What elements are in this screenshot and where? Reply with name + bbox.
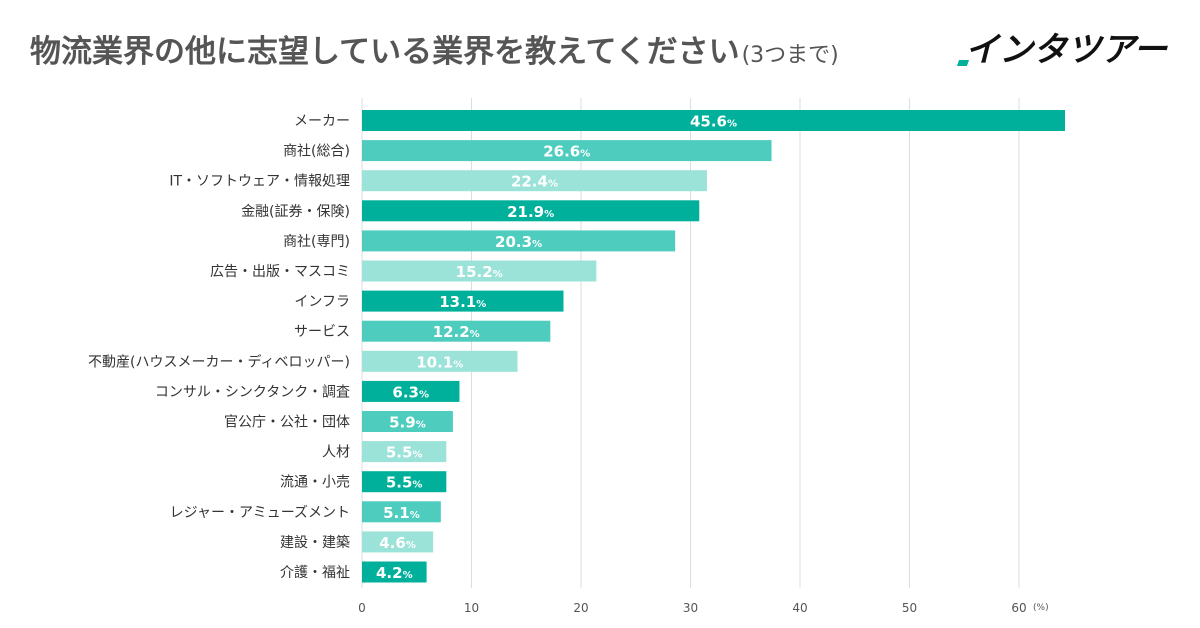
bar bbox=[362, 471, 447, 493]
data-label: 6.3% bbox=[392, 383, 429, 401]
category-label: 建設・建築 bbox=[280, 535, 350, 551]
chart-title-main: 物流業界の他に志望している業界を教えてください bbox=[30, 34, 740, 70]
data-label: 10.1% bbox=[416, 353, 463, 371]
bar bbox=[362, 411, 453, 432]
category-label: 流通・小売 bbox=[280, 475, 350, 491]
category-label: IT・ソフトウェア・情報処理 bbox=[169, 174, 350, 190]
bar bbox=[362, 170, 707, 192]
x-tick-label: 20 bbox=[573, 601, 588, 615]
category-label: コンサル・シンクタンク・調査 bbox=[155, 384, 350, 400]
data-label: 26.6% bbox=[543, 143, 590, 161]
x-tick-label: 40 bbox=[792, 601, 807, 615]
category-label: レジャー・アミューズメント bbox=[170, 505, 350, 521]
category-label: サービス bbox=[294, 324, 350, 340]
data-label: 45.6% bbox=[690, 113, 737, 131]
x-tick-label: 10 bbox=[464, 601, 479, 615]
data-label: 4.2% bbox=[376, 564, 413, 582]
brand-logo: インタツアー bbox=[965, 30, 1167, 70]
bar bbox=[362, 200, 700, 222]
chart-title-subtitle: (3つまで) bbox=[741, 43, 839, 68]
data-label: 5.5% bbox=[386, 444, 423, 462]
category-label: 不動産(ハウスメーカー・ディベロッパー) bbox=[88, 353, 350, 370]
data-label: 5.5% bbox=[386, 474, 423, 492]
chart-title: 物流業界の他に志望している業界を教えてください(3つまで) bbox=[30, 26, 839, 71]
category-label: メーカー bbox=[294, 114, 350, 130]
bar bbox=[362, 501, 441, 523]
x-tick-label: 30 bbox=[683, 601, 698, 615]
data-label: 5.1% bbox=[383, 504, 420, 522]
bar bbox=[362, 441, 447, 463]
bar bbox=[362, 531, 434, 553]
category-label: 広告・出版・マスコミ bbox=[210, 264, 350, 280]
bar bbox=[362, 290, 564, 312]
data-label: 5.9% bbox=[389, 414, 426, 432]
category-label: 商社(総合) bbox=[283, 144, 350, 160]
bar bbox=[362, 561, 427, 583]
data-label: 13.1% bbox=[439, 293, 486, 311]
bar bbox=[362, 260, 597, 282]
x-tick-label: 50 bbox=[902, 601, 917, 615]
data-label: 22.4% bbox=[511, 173, 558, 191]
data-label: 15.2% bbox=[456, 263, 503, 281]
bar bbox=[362, 320, 551, 342]
category-label: 介護・福祉 bbox=[280, 565, 350, 581]
category-label: 官公庁・公社・団体 bbox=[224, 415, 350, 431]
data-label: 4.6% bbox=[379, 534, 416, 552]
x-unit-label: (%) bbox=[1033, 603, 1049, 613]
category-label: 人材 bbox=[322, 445, 350, 461]
category-label: インフラ bbox=[294, 294, 350, 310]
bar bbox=[362, 350, 518, 372]
bar bbox=[362, 380, 460, 402]
data-label: 21.9% bbox=[507, 203, 554, 221]
bar bbox=[362, 230, 676, 252]
category-label: 商社(専門) bbox=[283, 234, 350, 250]
data-label: 20.3% bbox=[495, 233, 542, 251]
x-tick-label: 0 bbox=[358, 601, 366, 615]
bar bbox=[362, 140, 772, 162]
data-label: 12.2% bbox=[433, 323, 480, 341]
category-label: 金融(証券・保険) bbox=[241, 204, 350, 220]
bar bbox=[362, 110, 1065, 131]
x-tick-label: 60 bbox=[1011, 601, 1026, 615]
